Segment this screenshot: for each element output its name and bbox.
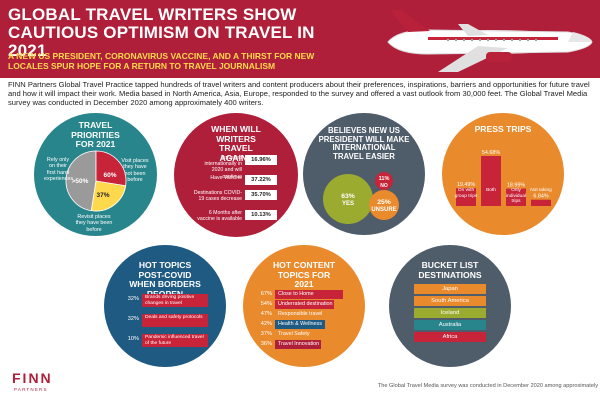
press-trips-value-0: 19.49% <box>457 182 475 188</box>
hot-topics-value-2: 10% <box>127 336 139 342</box>
pie1-label-1: Visit places they have not been before <box>121 158 149 184</box>
us-president-title: BELIEVES NEW US PRESIDENT WILL MAKE INTE… <box>318 126 410 161</box>
travel-again-label-0: Travelled internationally in 2020 and wi… <box>204 155 243 180</box>
travel-again-value-3: 10.13% <box>245 210 277 220</box>
content-topics-value-2: 47% <box>260 311 272 317</box>
finn-logo: FINN <box>12 370 53 386</box>
travel-again-value-1: 37.22% <box>245 175 277 185</box>
travel-again-label-3: 6 Months after vaccine is available <box>197 210 242 223</box>
page-subtitle: A NEW US PRESIDENT, CORONAVIRUS VACCINE,… <box>8 51 315 71</box>
intro-text: FINN Partners Global Travel Practice tap… <box>8 80 590 108</box>
bucket-list-circle: BUCKET LIST DESTINATIONS <box>389 245 511 367</box>
travel-again-label-2: Destinations COVID-19 cases decrease <box>193 190 242 203</box>
travel-again-circle: WHEN WILL WRITERS TRAVEL AGAIN? <box>174 113 298 237</box>
content-topics-value-3: 42% <box>260 321 272 327</box>
content-topics-value-4: 37% <box>260 331 272 337</box>
us-president-circles: 63%YES 11%NO 25%UNSURE <box>323 172 399 224</box>
us-president-label-2: UNSURE <box>371 207 396 213</box>
press-trips-bar-1 <box>481 156 501 206</box>
us-president-label-0: YES <box>342 201 354 207</box>
press-trips-label-3: Not taking <box>530 188 552 193</box>
content-topics-value-0: 67% <box>260 291 272 297</box>
bucket-list-item-1: South America <box>414 296 486 306</box>
content-topics-label-0: Close to Home <box>275 290 344 299</box>
travel-priorities-title: TRAVEL PRIORITIES FOR 2021 <box>71 120 120 150</box>
pie1-label-2: Revisit places they have been before <box>75 214 113 233</box>
content-topics-label-1: Underrated destination <box>275 300 334 309</box>
pie1-slice-0 <box>65 150 97 212</box>
travel-again-title: WHEN WILL WRITERS TRAVEL AGAIN? <box>211 124 261 163</box>
press-trips-circle: PRESS TRIPS <box>442 113 564 235</box>
us-president-bubble-0 <box>323 174 373 224</box>
press-trips-bar-0 <box>456 188 476 206</box>
hot-topics-label-0: Brands driving positive changes in trave… <box>142 294 208 307</box>
press-trips-label-0: On with group trips <box>454 188 478 199</box>
press-trips-value-3: 6.84% <box>533 194 548 200</box>
content-topics-value-1: 54% <box>260 301 272 307</box>
content-topics-value-5: 36% <box>260 341 272 347</box>
footer-note: The Global Travel Media survey was condu… <box>377 383 598 389</box>
hot-topics-value-1: 32% <box>127 316 139 322</box>
finn-logo-sub: PARTNERS <box>14 387 48 392</box>
press-trips-bar-3 <box>531 199 551 206</box>
travel-again-value-2: 35.70% <box>245 190 277 200</box>
hot-topics-value-0: 32% <box>127 296 139 302</box>
airplane-illustration <box>387 10 593 72</box>
hot-topics-label-1: Deals and safety protocols <box>142 314 208 327</box>
bucket-list-item-0: Japan <box>414 284 486 294</box>
pie1-value-1: 60% <box>103 172 116 179</box>
content-topics-label-4: Travel Safety <box>275 330 322 339</box>
bucket-list-title: BUCKET LIST DESTINATIONS <box>418 260 482 280</box>
travel-again-label-1: Have Vaccine <box>210 175 242 181</box>
press-trips-bars: 19.49% 54.68% 18.99% 6.84% <box>456 150 551 206</box>
pie1-value-0: >50% <box>72 178 89 185</box>
bucket-list-item-2: Iceland <box>414 308 486 318</box>
press-trips-value-2: 18.99% <box>507 183 525 189</box>
content-topics-label-5: Travel Innovation <box>275 340 321 349</box>
press-trips-label-1: Both <box>486 188 496 193</box>
us-president-value-0: 63% <box>341 193 355 200</box>
bucket-list-item-4: Africa <box>414 332 486 342</box>
hot-topics-title: HOT TOPICS POST-COVID WHEN BORDERS REOPE… <box>129 260 201 298</box>
us-president-value-1: 11% <box>379 176 390 182</box>
pie1-label-0: Rely only on their first hand experience… <box>44 157 74 183</box>
press-trips-label-2: Only individual trips <box>505 188 526 205</box>
travel-priorities-pie: >50% 60% 37% <box>65 150 127 212</box>
us-president-bubble-2 <box>369 190 399 220</box>
press-trips-bar-2 <box>506 188 526 206</box>
pie1-slice-2 <box>90 180 127 212</box>
travel-again-value-0: 16.96% <box>245 155 277 165</box>
press-trips-title: PRESS TRIPS <box>474 124 532 134</box>
us-president-value-2: 25% <box>377 199 391 206</box>
press-trips-value-1: 54.68% <box>482 150 500 156</box>
content-topics-title: HOT CONTENT TOPICS FOR 2021 <box>272 260 336 290</box>
header-banner: GLOBAL TRAVEL WRITERS SHOW CAUTIOUS OPTI… <box>0 0 600 78</box>
hot-topics-label-2: Pandemic influenced travel of the future <box>142 334 208 347</box>
pie1-value-2: 37% <box>96 192 109 199</box>
bucket-list-item-3: Australia <box>414 320 486 330</box>
content-topics-label-3: Health & Wellness <box>275 320 326 329</box>
us-president-circle: BELIEVES NEW US PRESIDENT WILL MAKE INTE… <box>303 113 425 235</box>
page-title: GLOBAL TRAVEL WRITERS SHOW CAUTIOUS OPTI… <box>8 5 315 60</box>
us-president-bubble-1 <box>375 172 393 190</box>
us-president-label-1: NO <box>380 183 388 189</box>
content-topics-label-2: Responsible travel <box>275 310 329 319</box>
